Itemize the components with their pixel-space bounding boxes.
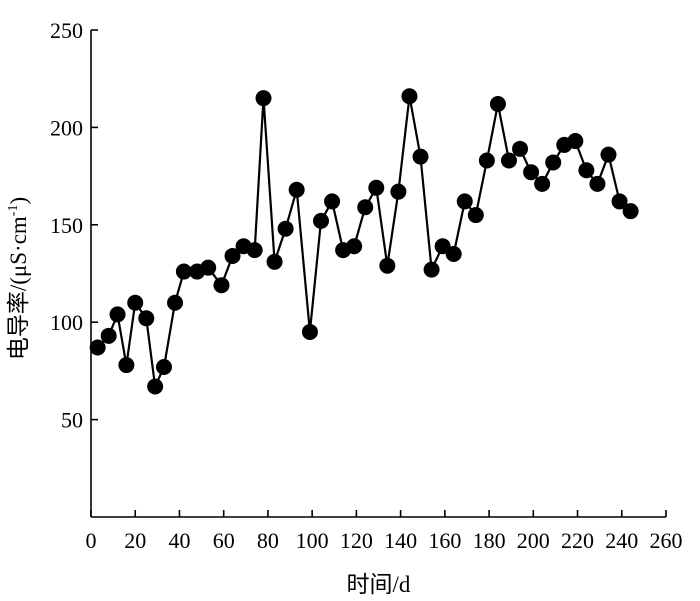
x-tick-label: 260 xyxy=(650,528,683,553)
y-axis-title-main: 电导率/(μS·cm xyxy=(6,216,31,360)
data-point xyxy=(434,238,451,255)
data-point xyxy=(324,193,341,210)
x-tick-label: 40 xyxy=(168,528,190,553)
data-point xyxy=(277,220,294,237)
data-point xyxy=(567,133,584,150)
y-ticks: 50 100 150 200 250 xyxy=(50,18,98,433)
x-tick-label: 160 xyxy=(428,528,461,553)
axes xyxy=(90,30,666,518)
series-line xyxy=(96,96,632,391)
data-point xyxy=(109,306,126,323)
data-point xyxy=(390,183,407,200)
data-point xyxy=(313,212,329,229)
data-point xyxy=(467,207,484,224)
y-tick-label: 50 xyxy=(61,408,83,433)
data-point xyxy=(288,181,305,198)
data-point xyxy=(346,238,363,255)
data-point xyxy=(167,294,184,311)
data-point xyxy=(118,357,135,374)
data-point xyxy=(401,88,418,105)
plot-area xyxy=(89,88,639,395)
y-axis-title-end: ) xyxy=(6,197,31,205)
data-point xyxy=(200,259,217,276)
y-tick-label: 150 xyxy=(50,213,83,238)
y-tick-label: 250 xyxy=(50,18,83,43)
x-tick-label: 80 xyxy=(257,528,279,553)
data-point xyxy=(213,277,230,294)
x-axis-title: 时间/d xyxy=(347,572,411,597)
data-point xyxy=(611,193,628,210)
data-point xyxy=(357,199,374,216)
data-point xyxy=(456,193,473,210)
x-tick-label: 140 xyxy=(384,528,417,553)
data-point xyxy=(301,323,318,340)
data-point xyxy=(545,154,562,171)
data-point xyxy=(578,162,595,179)
x-axis-title-text: 时间/d xyxy=(347,572,411,597)
data-point xyxy=(423,261,440,278)
data-point xyxy=(155,359,172,376)
data-point xyxy=(589,175,606,192)
data-point xyxy=(412,148,429,165)
y-axis-title-superscript: -1 xyxy=(6,205,21,217)
data-point xyxy=(147,378,164,395)
data-point xyxy=(224,247,241,264)
data-point xyxy=(445,246,462,263)
data-point xyxy=(622,203,639,220)
data-point xyxy=(512,140,529,157)
x-tick-label: 220 xyxy=(561,528,594,553)
data-point xyxy=(600,146,617,163)
x-tick-label: 100 xyxy=(296,528,329,553)
y-tick-label: 200 xyxy=(50,115,83,140)
x-tick-label: 180 xyxy=(473,528,506,553)
x-tick-label: 240 xyxy=(605,528,638,553)
y-tick-label: 100 xyxy=(50,310,83,335)
data-point xyxy=(100,327,117,344)
data-point xyxy=(489,96,506,113)
data-point xyxy=(138,310,155,327)
y-axis-title: 电导率/(μS·cm-1) xyxy=(6,197,31,360)
data-point xyxy=(266,253,283,270)
x-ticks: 0 20 40 60 80 100 120 140 160 180 200 220 240 260 xyxy=(86,510,683,553)
x-tick-label: 0 xyxy=(86,528,97,553)
data-point xyxy=(500,152,517,169)
x-tick-label: 200 xyxy=(517,528,550,553)
data-point xyxy=(368,179,385,196)
x-tick-label: 120 xyxy=(340,528,373,553)
data-point xyxy=(89,339,106,356)
x-tick-label: 60 xyxy=(213,528,235,553)
data-point xyxy=(175,263,192,280)
data-point xyxy=(478,152,495,169)
x-tick-label: 20 xyxy=(124,528,146,553)
data-point xyxy=(127,294,144,311)
data-point xyxy=(379,257,396,274)
data-point xyxy=(255,90,272,107)
data-point xyxy=(523,164,540,181)
data-point xyxy=(246,242,263,259)
data-point xyxy=(534,175,551,192)
